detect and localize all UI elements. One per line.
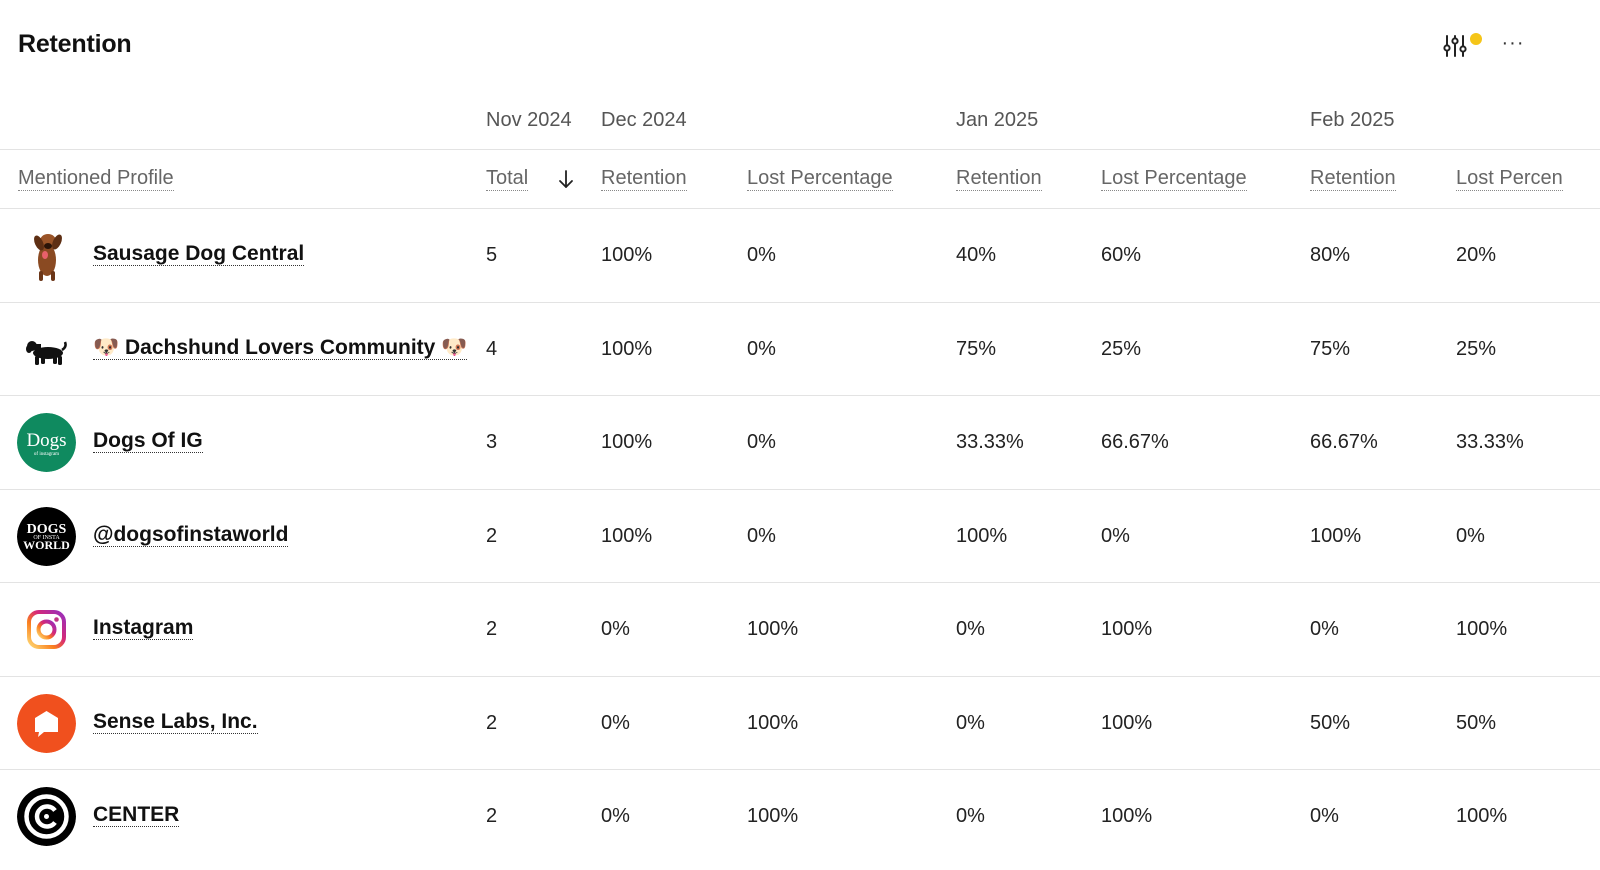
page-header: Retention ··· [0,0,1600,92]
feb-retention-cell: 0% [1310,618,1339,640]
jan-lost-cell: 60% [1101,244,1142,266]
dec-lost-cell: 0% [747,337,776,360]
svg-text:OF INSTA: OF INSTA [33,535,60,541]
page-title: Retention [18,30,132,58]
total-cell: 2 [486,618,498,640]
profile-name-link[interactable]: 🐶 Dachshund Lovers Community 🐶 [93,335,468,360]
dogs-of-insta-world-logo: DOGS OF INSTA WORLD [17,506,76,566]
month-header-feb-2025: Feb 2025 [1310,109,1395,131]
month-header-row: Nov 2024 Dec 2024 Jan 2025 Feb 2025 [0,92,1600,150]
feb-retention-cell: 80% [1310,244,1351,266]
dec-retention-cell: 100% [601,524,653,547]
dec-lost-cell: 100% [747,711,799,734]
sliders-icon [1443,35,1467,57]
feb-retention-cell: 0% [1310,805,1339,827]
dachshund-silhouette-icon [17,319,76,379]
total-cell: 3 [486,431,498,453]
center-logo-icon [17,787,76,846]
column-header-dec-retention[interactable]: Retention [601,167,687,191]
table-row[interactable]: 🐶 Dachshund Lovers Community 🐶 4 100% 0%… [0,303,1600,396]
total-cell: 4 [486,337,498,360]
jan-retention-cell: 100% [956,524,1008,547]
jan-lost-cell: 66.67% [1101,431,1169,453]
dogs-of-ig-logo: Dogs of instagram [17,413,76,472]
column-header-total[interactable]: Total [486,167,529,191]
feb-retention-cell: 50% [1310,711,1351,734]
filter-active-badge [1470,33,1482,45]
svg-text:WORLD: WORLD [23,538,70,552]
table-row[interactable]: Instagram 2 0% 100% 0% 100% 0% 100% [0,583,1600,677]
dec-lost-cell: 0% [747,244,776,266]
dec-lost-cell: 100% [747,805,799,827]
feb-retention-cell: 66.67% [1310,431,1378,453]
column-header-row: Mentioned Profile Total Retention Lost P… [0,150,1600,209]
table-body: Sausage Dog Central 5 100% 0% 40% 60% 80… [0,209,1600,864]
profile-name-link[interactable]: CENTER [93,803,180,827]
table-row[interactable]: Dogs of instagram Dogs Of IG 3 100% 0% 3… [0,396,1600,490]
profile-name-link[interactable]: @dogsofinstaworld [93,522,289,547]
dec-retention-cell: 0% [601,711,630,734]
profile-name-link[interactable]: Instagram [93,616,194,640]
dec-retention-cell: 100% [601,431,653,453]
dec-retention-cell: 100% [601,244,653,266]
feb-lost-cell: 25% [1456,337,1497,360]
feb-lost-cell: 100% [1456,805,1508,827]
total-cell: 2 [486,805,498,827]
total-cell: 2 [486,711,498,734]
jan-lost-cell: 100% [1101,618,1153,640]
jan-retention-cell: 33.33% [956,431,1024,453]
total-cell: 5 [486,244,498,266]
dec-retention-cell: 100% [601,337,653,360]
column-header-feb-retention[interactable]: Retention [1310,167,1396,191]
instagram-logo-icon [17,600,76,659]
month-header-jan-2025: Jan 2025 [956,109,1039,131]
month-header-dec-2024: Dec 2024 [601,109,687,131]
month-header-nov-2024: Nov 2024 [486,109,572,131]
feb-lost-cell: 33.33% [1456,431,1524,453]
dec-retention-cell: 0% [601,618,630,640]
table-row[interactable]: Sausage Dog Central 5 100% 0% 40% 60% 80… [0,209,1600,303]
jan-retention-cell: 40% [956,244,997,266]
jan-lost-cell: 100% [1101,711,1153,734]
column-header-jan-retention[interactable]: Retention [956,167,1042,191]
column-header-dec-lost-percentage[interactable]: Lost Percentage [747,167,893,191]
dec-retention-cell: 0% [601,805,630,827]
jan-lost-cell: 25% [1101,337,1142,360]
jan-retention-cell: 0% [956,711,985,734]
column-header-mentioned-profile[interactable]: Mentioned Profile [18,167,174,191]
dec-lost-cell: 0% [747,431,776,453]
jan-retention-cell: 75% [956,337,997,360]
svg-text:DOGS: DOGS [27,522,67,537]
feb-lost-cell: 100% [1456,618,1508,640]
svg-text:of instagram: of instagram [34,452,59,457]
dec-lost-cell: 100% [747,618,799,640]
dachshund-photo-icon [17,226,76,285]
profile-name-link[interactable]: Sausage Dog Central [93,242,305,266]
feb-retention-cell: 100% [1310,524,1362,547]
table-row[interactable]: Sense Labs, Inc. 2 0% 100% 0% 100% 50% 5… [0,677,1600,770]
jan-lost-cell: 100% [1101,805,1153,827]
filter-button[interactable] [1440,30,1486,60]
arrow-down-icon[interactable] [556,168,576,190]
profile-name-link[interactable]: Dogs Of IG [93,429,203,453]
feb-lost-cell: 0% [1456,524,1485,547]
table-row[interactable]: CENTER 2 0% 100% 0% 100% 0% 100% [0,770,1600,864]
feb-retention-cell: 75% [1310,337,1351,360]
profile-name-link[interactable]: Sense Labs, Inc. [93,709,258,734]
dec-lost-cell: 0% [747,524,776,547]
jan-lost-cell: 0% [1101,524,1130,547]
total-cell: 2 [486,524,498,547]
svg-text:Dogs: Dogs [26,430,66,451]
column-header-jan-lost-percentage[interactable]: Lost Percentage [1101,167,1247,191]
column-header-feb-lost-percentage[interactable]: Lost Percen [1456,167,1563,191]
sense-labs-logo-icon [17,693,76,753]
jan-retention-cell: 0% [956,618,985,640]
jan-retention-cell: 0% [956,805,985,827]
feb-lost-cell: 20% [1456,244,1497,266]
more-options-button[interactable]: ··· [1501,32,1525,54]
table-row[interactable]: DOGS OF INSTA WORLD @dogsofinstaworld 2 … [0,490,1600,583]
feb-lost-cell: 50% [1456,711,1497,734]
